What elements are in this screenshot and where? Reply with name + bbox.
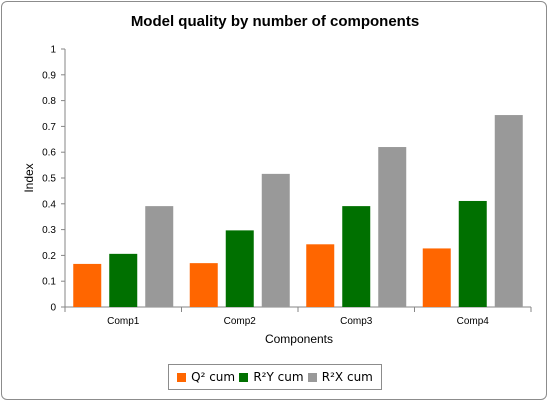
y-tick-label: 0.6 [42, 148, 56, 159]
y-tick-label: 0.9 [42, 70, 56, 81]
bar-comp1-series1 [109, 253, 138, 307]
y-tick-label: 0.1 [42, 277, 56, 288]
bar-comp1-series2 [145, 206, 174, 307]
bar-comp1-series0 [73, 263, 102, 307]
x-tick-label: Comp2 [224, 316, 257, 327]
bar-comp2-series2 [261, 173, 290, 307]
legend-swatch-r2y [239, 372, 249, 382]
bar-comp3-series1 [342, 206, 371, 307]
x-tick-label: Comp4 [457, 316, 490, 327]
y-tick-label: 0 [50, 303, 56, 314]
bar-comp3-series2 [378, 147, 407, 307]
legend-swatch-q2 [177, 372, 187, 382]
y-tick-label: 0.2 [42, 251, 56, 262]
x-axis: Comp1 Comp2 Comp3 Comp4 [64, 306, 532, 327]
legend-item-r2y: R²Y cum [239, 370, 304, 384]
y-tick-label: 0.4 [42, 199, 56, 210]
y-axis-label: Index [22, 163, 36, 192]
bar-comp4-series1 [458, 200, 487, 307]
x-tick-label: Comp1 [107, 316, 140, 327]
y-tick-label: 1 [50, 45, 56, 56]
legend-label-q2: Q² cum [191, 370, 236, 384]
bar-comp4-series0 [422, 248, 451, 307]
legend: Q² cum R²Y cum R²X cum [168, 364, 382, 390]
legend-label-r2y: R²Y cum [253, 370, 304, 384]
y-tick-label: 0.8 [42, 96, 56, 107]
x-axis-label: Components [265, 332, 333, 346]
y-tick-label: 0.5 [42, 174, 56, 185]
legend-item-r2x: R²X cum [307, 370, 373, 384]
legend-swatch-r2x [307, 372, 317, 382]
bar-comp3-series0 [306, 244, 335, 307]
bar-comp4-series2 [494, 115, 523, 307]
y-axis: 0 0.1 0.2 0.3 0.4 0.5 0.6 0.7 0.8 0.9 1 [42, 45, 66, 314]
y-tick-label: 0.3 [42, 225, 56, 236]
y-tick-label: 0.7 [42, 122, 56, 133]
chart-title: Model quality by number of components [130, 13, 420, 30]
x-tick-label: Comp3 [340, 316, 373, 327]
legend-item-q2: Q² cum [177, 370, 235, 384]
bar-comp2-series1 [225, 230, 254, 307]
legend-label-r2x: R²X cum [321, 370, 373, 384]
bars-group [73, 115, 523, 307]
bar-comp2-series0 [189, 263, 218, 307]
